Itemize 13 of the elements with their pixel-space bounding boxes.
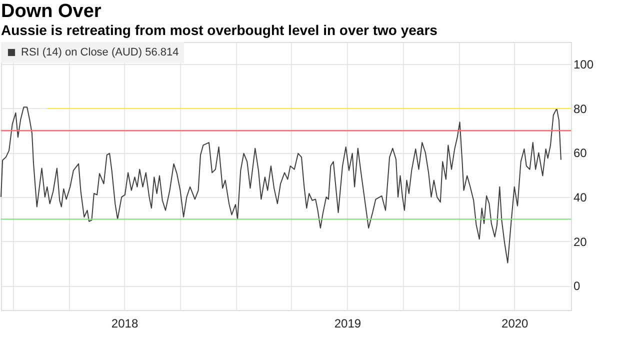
y-tick-label: 20 [574,234,588,249]
x-tick-label: 2018 [111,316,138,330]
y-tick-label: 80 [574,102,588,116]
x-tick-label: 2019 [334,316,362,330]
legend-label: RSI (14) on Close (AUD) 56.814 [21,46,179,58]
y-tick-label: 60 [574,146,588,160]
chart-title: Down Over [1,1,102,22]
y-tick-label: 40 [574,190,588,205]
x-tick-label: 2020 [502,316,529,330]
line-series [0,106,562,264]
y-tick-label: 100 [574,58,594,72]
chart-subtitle: Aussie is retreating from most overbought level in over two years [1,22,438,38]
y-tick-label: 0 [574,279,580,294]
